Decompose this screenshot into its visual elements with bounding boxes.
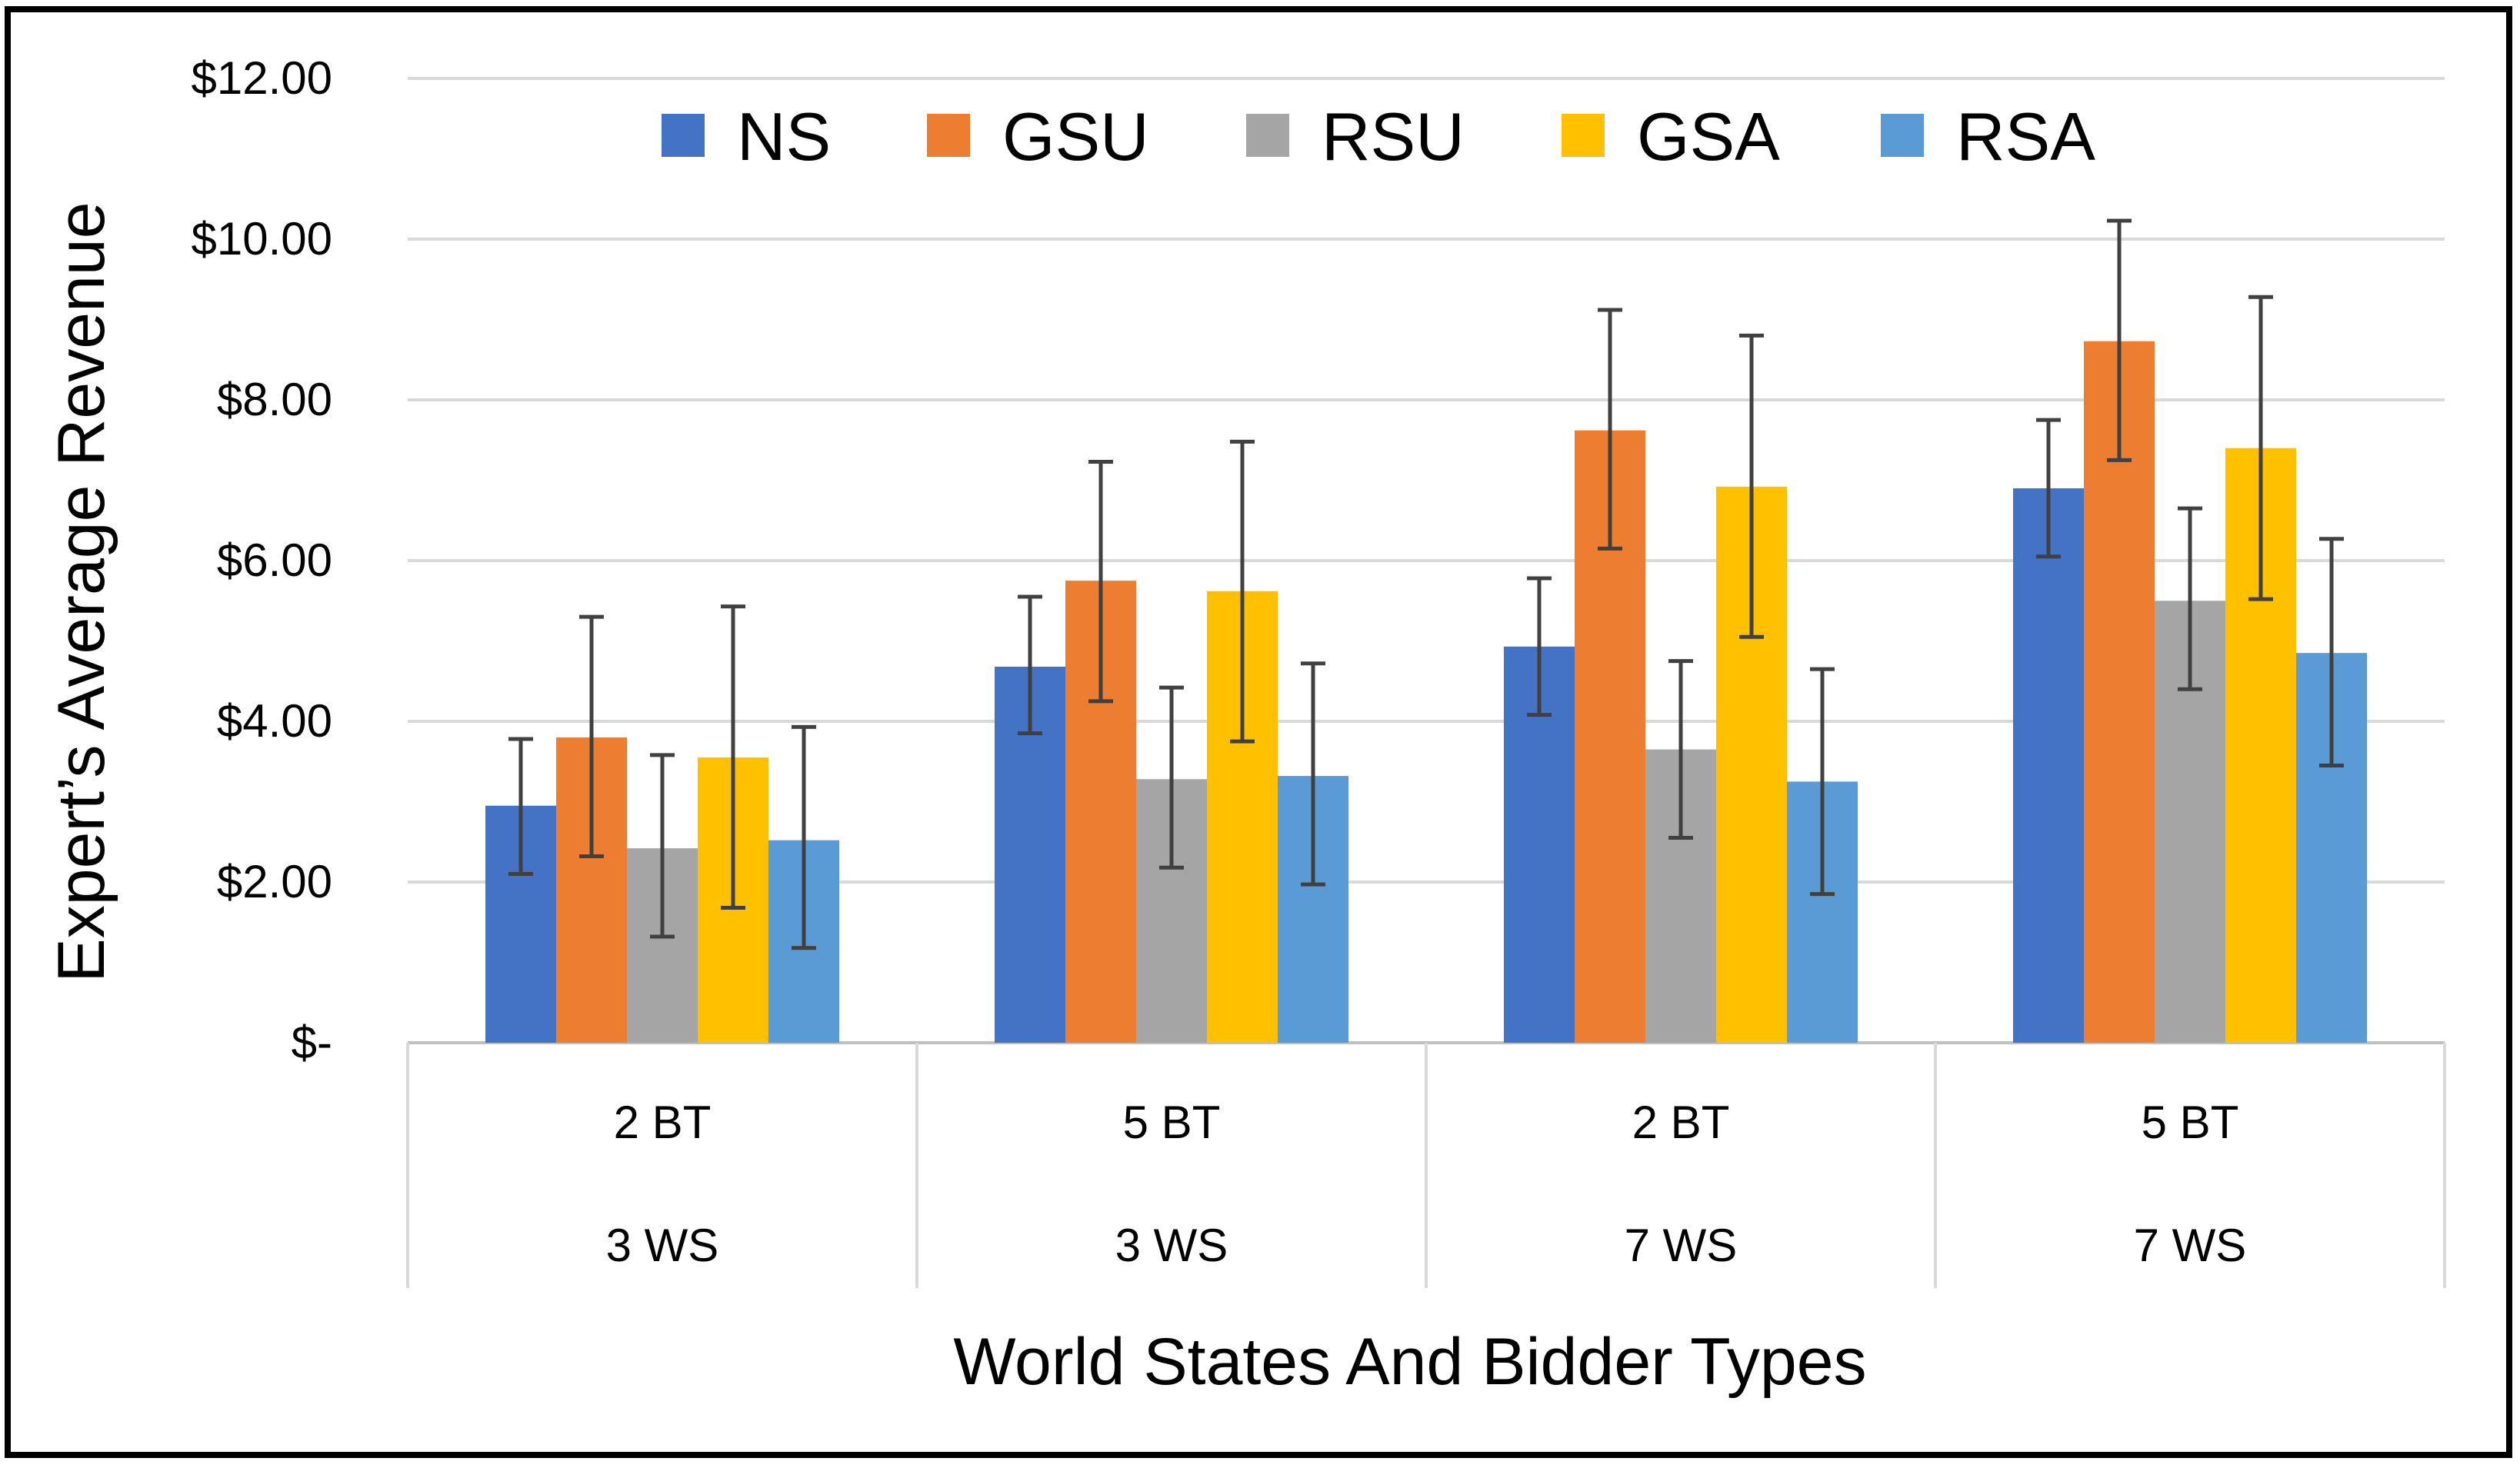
category-labels: 2 BT 3 WS 5 BT 3 WS 2 BT 7 WS 5 BT 7 WS [606,1097,2247,1271]
legend-label-rsu: RSU [1322,98,1465,175]
legend-label-gsa: GSA [1637,98,1780,175]
y-tick-label: $6.00 [217,534,332,586]
category-label-world-states: 7 WS [1625,1220,1738,1271]
category-label-world-states: 3 WS [606,1220,719,1271]
y-axis-title: Expert’s Average Revenue [45,201,118,982]
legend-label-rsa: RSA [1956,98,2095,175]
category-label-bidder-types: 5 BT [2142,1097,2239,1148]
legend: NS GSU RSU GSA RSA [662,98,2095,175]
category-label-bidder-types: 2 BT [1632,1097,1730,1148]
category-label-bidder-types: 2 BT [614,1097,712,1148]
legend-swatch-rsa [1881,114,1924,157]
y-axis-tick-labels: $- $2.00 $4.00 $6.00 $8.00 $10.00 $12.00 [191,52,332,1068]
y-tick-label: $4.00 [217,695,332,747]
y-tick-label: $12.00 [191,52,332,104]
y-tick-label: $2.00 [217,856,332,907]
legend-swatch-ns [662,114,705,157]
y-tick-label: $- [292,1017,332,1068]
legend-swatch-gsa [1562,114,1605,157]
y-tick-label: $10.00 [191,213,332,265]
category-label-bidder-types: 5 BT [1123,1097,1221,1148]
bar-ns [2013,488,2084,1043]
x-axis-title: World States And Bidder Types [953,1325,1866,1399]
legend-label-ns: NS [737,98,831,175]
legend-label-gsu: GSU [1002,98,1149,175]
legend-swatch-gsu [927,114,970,157]
category-label-world-states: 3 WS [1115,1220,1228,1271]
y-tick-label: $8.00 [217,374,332,425]
legend-swatch-rsu [1246,114,1289,157]
category-label-world-states: 7 WS [2134,1220,2247,1271]
error-bars [508,218,2344,950]
